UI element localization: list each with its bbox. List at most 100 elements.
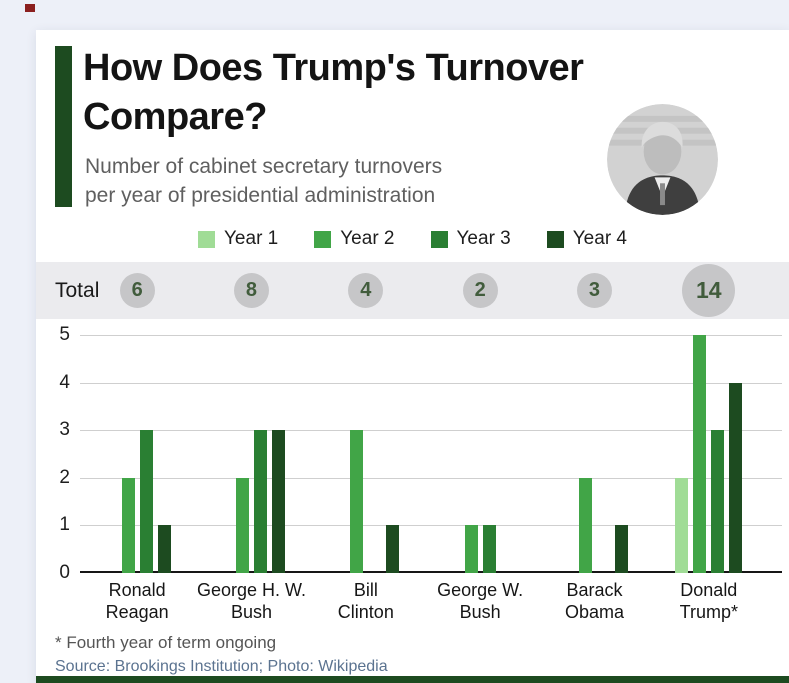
legend-swatch-icon [546, 230, 564, 248]
bar-year-4 [157, 525, 171, 573]
totals-band: Total 6 8 4 2 3 14 [36, 262, 789, 319]
chart-legend: Year 1 Year 2 Year 3 Year 4 [36, 226, 789, 252]
title-accent-bar [55, 46, 72, 207]
bar-slot [578, 335, 592, 573]
bar-year-4 [271, 430, 285, 573]
x-axis-label-line: Bush [459, 602, 501, 622]
y-tick-label-4: 4 [59, 371, 70, 393]
y-axis-labels: 0 1 2 3 4 5 [36, 324, 70, 583]
bar-year-2 [464, 525, 478, 573]
total-circle: 14 [682, 264, 736, 317]
page-title-line2: Compare? [83, 96, 267, 138]
x-axis-label: George W. Bush [423, 579, 537, 623]
x-axis-label-line: Bush [230, 602, 272, 622]
footnote: * Fourth year of term ongoing [55, 633, 277, 652]
total-cell: 14 [652, 262, 766, 319]
bar-slot [482, 335, 496, 573]
legend-item: Year 4 [546, 228, 627, 250]
bar-slot [121, 335, 135, 573]
bar-slot [501, 335, 514, 573]
bar-slot [253, 335, 267, 573]
bar-group-0 [80, 335, 194, 573]
x-axis-label-line: Donald [680, 580, 738, 600]
bar-group-4 [537, 335, 651, 573]
bar-slot [561, 335, 574, 573]
x-axis-label: Donald Trump* [652, 579, 766, 623]
bar-chart [80, 335, 782, 573]
total-circle: 8 [233, 273, 269, 308]
bar-slot [104, 335, 117, 573]
legend-label: Year 4 [572, 228, 627, 249]
x-axis-label-line: Obama [564, 602, 624, 622]
legend-item: Year 3 [430, 228, 511, 250]
x-axis-label-line: Ronald [108, 580, 166, 600]
bar-slot [447, 335, 460, 573]
total-circle: 6 [119, 273, 155, 308]
bar-slot [218, 335, 231, 573]
gridline-3 [80, 430, 782, 432]
total-cell: 8 [194, 262, 308, 319]
x-axis-label-line: George W. [437, 580, 524, 600]
bar-slot [235, 335, 249, 573]
legend-item: Year 1 [198, 228, 278, 250]
total-circle: 4 [348, 273, 384, 308]
y-tick-label-2: 2 [59, 466, 70, 488]
x-axis-label: Ronald Reagan [80, 579, 194, 623]
page-corner-artifact [25, 4, 35, 12]
bars-layer [80, 335, 766, 573]
bar-slot [693, 335, 707, 573]
y-tick-label-5: 5 [59, 324, 70, 345]
bottom-accent-bar [36, 676, 789, 683]
bar-year-4 [729, 382, 743, 573]
page-subtitle-line1: Number of cabinet secretary turnovers [85, 155, 443, 178]
bar-year-1 [675, 477, 689, 573]
bar-year-4 [614, 525, 628, 573]
gridline-1 [80, 525, 782, 527]
bar-slot [139, 335, 153, 573]
bar-slot [386, 335, 400, 573]
gridline-4 [80, 382, 782, 384]
page-title-line1: How Does Trump's Turnover [83, 47, 584, 89]
bar-slot [597, 335, 610, 573]
gridline-2 [80, 477, 782, 479]
legend-swatch-icon [198, 230, 215, 248]
source-line: Source: Brookings Institution; Photo: Wi… [55, 658, 388, 675]
legend-label: Year 1 [224, 228, 279, 249]
portrait-placeholder-icon [607, 104, 718, 215]
bar-year-4 [386, 525, 400, 573]
legend-label: Year 2 [340, 228, 395, 249]
bar-slot [368, 335, 381, 573]
bar-slot [332, 335, 345, 573]
total-cell: 4 [309, 262, 423, 319]
bar-year-2 [235, 477, 249, 573]
x-axis-label-line: George H. W. [196, 580, 307, 600]
infographic-card: How Does Trump's Turnover Compare? Numbe… [36, 30, 789, 683]
total-cell: 3 [537, 262, 651, 319]
x-axis-label-line: Clinton [337, 602, 394, 622]
bar-group-1 [194, 335, 308, 573]
x-axis-label-line: Trump* [679, 602, 738, 622]
total-cell: 2 [423, 262, 537, 319]
x-axis-label-line: Reagan [105, 602, 169, 622]
bar-slot [711, 335, 725, 573]
x-axis-label: Bill Clinton [309, 579, 423, 623]
x-axis-label: George H. W. Bush [194, 579, 308, 623]
x-axis-labels: Ronald Reagan George H. W. Bush Bill Clinton G… [80, 579, 766, 623]
bar-slot [729, 335, 743, 573]
page-title: How Does Trump's Turnover Compare? [83, 44, 763, 142]
bar-year-2 [693, 335, 707, 573]
bar-group-2 [309, 335, 423, 573]
y-tick-label-3: 3 [59, 419, 70, 441]
legend-swatch-icon [430, 230, 448, 248]
bar-year-3 [139, 430, 153, 573]
totals-circles-row: 6 8 4 2 3 14 [80, 262, 766, 319]
x-axis-label: Barack Obama [537, 579, 651, 623]
bar-group-5 [652, 335, 766, 573]
legend-swatch-icon [314, 230, 332, 248]
y-tick-label-1: 1 [59, 514, 70, 536]
bar-year-2 [121, 477, 135, 573]
x-axis-label-line: Barack [566, 580, 623, 600]
bar-slot [614, 335, 628, 573]
trump-portrait-photo [607, 104, 718, 215]
page-subtitle: Number of cabinet secretary turnovers pe… [85, 152, 645, 210]
